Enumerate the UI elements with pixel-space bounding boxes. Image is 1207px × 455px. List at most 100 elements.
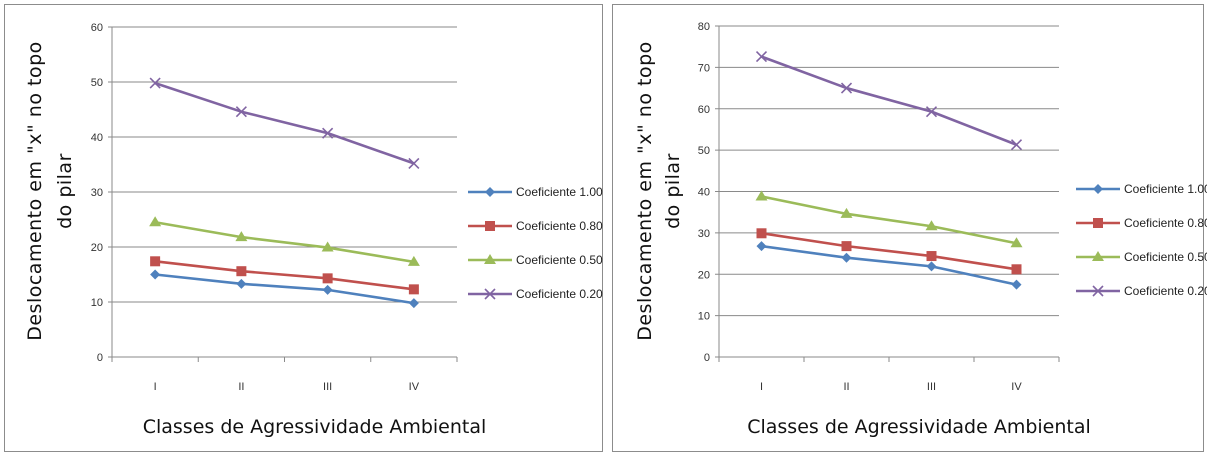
left-x-tick-label-I: I: [154, 381, 157, 393]
right-legend-marker: [1093, 184, 1103, 194]
right-y-tick-label: 30: [698, 228, 710, 240]
left-data-point: [322, 273, 333, 284]
left-y-tick-label: 50: [91, 77, 103, 89]
right-legend-label: Coeficiente 1.00: [1124, 182, 1207, 196]
left-y-axis-title-line-1: Deslocamento em "x" no topo: [24, 41, 46, 341]
right-data-point: [926, 261, 937, 272]
right-x-axis-title: Classes de Agressividade Ambiental: [747, 416, 1091, 438]
right-legend-label: Coeficiente 0.50: [1124, 250, 1207, 264]
right-series-2: [755, 190, 1023, 248]
left-x-tick-label-III: III: [323, 381, 332, 393]
right-data-point: [755, 190, 768, 201]
left-y-axis-title-line-2: do pilar: [54, 153, 76, 229]
left-y-tick-label: 30: [91, 187, 103, 199]
right-data-point: [841, 252, 852, 263]
right-legend-label: Coeficiente 0.20: [1124, 284, 1207, 298]
right-y-tick-label: 20: [698, 269, 710, 281]
left-data-point: [150, 256, 161, 267]
right-series-line: [761, 232, 1017, 271]
right-x-tick-label-I: I: [760, 381, 763, 393]
left-data-point: [408, 284, 419, 295]
right-series-1: [756, 228, 1022, 275]
left-x-axis-title: Classes de Agressividade Ambiental: [143, 416, 487, 438]
left-data-point: [408, 157, 420, 169]
right-data-point: [840, 207, 853, 218]
right-data-point: [840, 82, 853, 94]
right-data-point: [756, 241, 767, 252]
right-y-axis-title-line-1: Deslocamento em "x" no topo: [634, 41, 656, 341]
left-legend-entry-1: Coeficiente 0.80: [468, 219, 603, 233]
right-y-tick-label: 80: [698, 21, 710, 33]
left-y-tick-label: 20: [91, 242, 103, 254]
right-legend-entry-1: Coeficiente 0.80: [1076, 216, 1207, 230]
left-y-tick-label: 0: [97, 352, 103, 364]
left-series-line: [154, 273, 415, 305]
right-legend-entry-2: Coeficiente 0.50: [1076, 250, 1207, 264]
left-data-point: [321, 241, 334, 252]
right-y-tick-label: 70: [698, 62, 710, 74]
right-legend-marker: [1092, 251, 1104, 261]
left-y-tick-label: 60: [91, 22, 103, 34]
left-data-point: [236, 266, 247, 277]
left-data-point: [235, 231, 248, 242]
right-series-0: [756, 241, 1022, 290]
right-x-tick-label-III: III: [927, 381, 936, 393]
chart-panel-right: 0 10 20 30 40 50 60 70 80 I II III IV Coeficiente 1.0…: [612, 4, 1207, 452]
right-x-tick-label-II: II: [843, 381, 849, 393]
right-y-tick-label: 40: [698, 187, 710, 199]
left-series-line: [154, 260, 415, 291]
left-legend-label: Coeficiente 1.00: [516, 185, 603, 199]
left-legend-marker: [485, 187, 495, 197]
right-legend-marker: [1093, 218, 1103, 228]
right-y-tick-label: 10: [698, 311, 710, 323]
right-data-point: [1011, 264, 1022, 275]
left-x-tick-label-IV: IV: [409, 381, 420, 393]
right-data-point: [926, 251, 937, 262]
right-legend-entry-3: Coeficiente 0.20: [1076, 284, 1207, 298]
left-y-tick-label: 40: [91, 132, 103, 144]
left-legend-marker: [484, 254, 496, 264]
right-data-point: [925, 220, 938, 231]
right-data-point: [1011, 279, 1022, 290]
left-legend-entry-3: Coeficiente 0.20: [468, 287, 603, 301]
right-y-tick-label: 60: [698, 104, 710, 116]
left-x-tick-label-II: II: [238, 381, 244, 393]
left-data-point: [236, 278, 247, 289]
left-data-point: [149, 77, 161, 89]
right-series-line: [761, 244, 1017, 286]
left-data-point: [150, 269, 161, 280]
right-data-point: [925, 106, 938, 118]
right-series-3: [755, 51, 1023, 151]
right-y-tick-label: 0: [704, 352, 710, 364]
right-x-tick-label-IV: IV: [1011, 381, 1022, 393]
right-data-point: [756, 228, 767, 239]
right-legend-marker: [1092, 285, 1104, 297]
left-legend-entry-2: Coeficiente 0.50: [468, 253, 603, 267]
right-series-line: [761, 195, 1017, 245]
right-data-point: [1010, 139, 1023, 151]
left-series-2: [149, 216, 420, 266]
left-legend-label: Coeficiente 0.20: [516, 287, 603, 301]
left-data-point: [322, 284, 333, 295]
left-data-point: [235, 106, 247, 118]
left-legend-marker: [484, 288, 496, 300]
right-data-point: [1010, 237, 1023, 248]
right-y-tick-label: 50: [698, 145, 710, 157]
left-legend-label: Coeficiente 0.80: [516, 219, 603, 233]
right-legend-entry-0: Coeficiente 1.00: [1076, 182, 1207, 196]
left-legend-marker: [485, 221, 495, 231]
left-series-1: [150, 256, 419, 295]
left-data-point: [407, 255, 420, 266]
left-data-point: [408, 298, 419, 309]
left-data-point: [149, 216, 162, 227]
right-series-line: [761, 55, 1017, 146]
right-data-point: [841, 241, 852, 252]
right-data-point: [755, 51, 768, 63]
chart-panel-left: 0 10 20 30 40 50 60 I II III IV Coeficiente 1.00 Coe…: [4, 4, 603, 452]
left-series-line: [154, 220, 415, 264]
left-y-tick-label: 10: [91, 297, 103, 309]
left-series-3: [149, 77, 420, 169]
left-data-point: [322, 127, 334, 139]
